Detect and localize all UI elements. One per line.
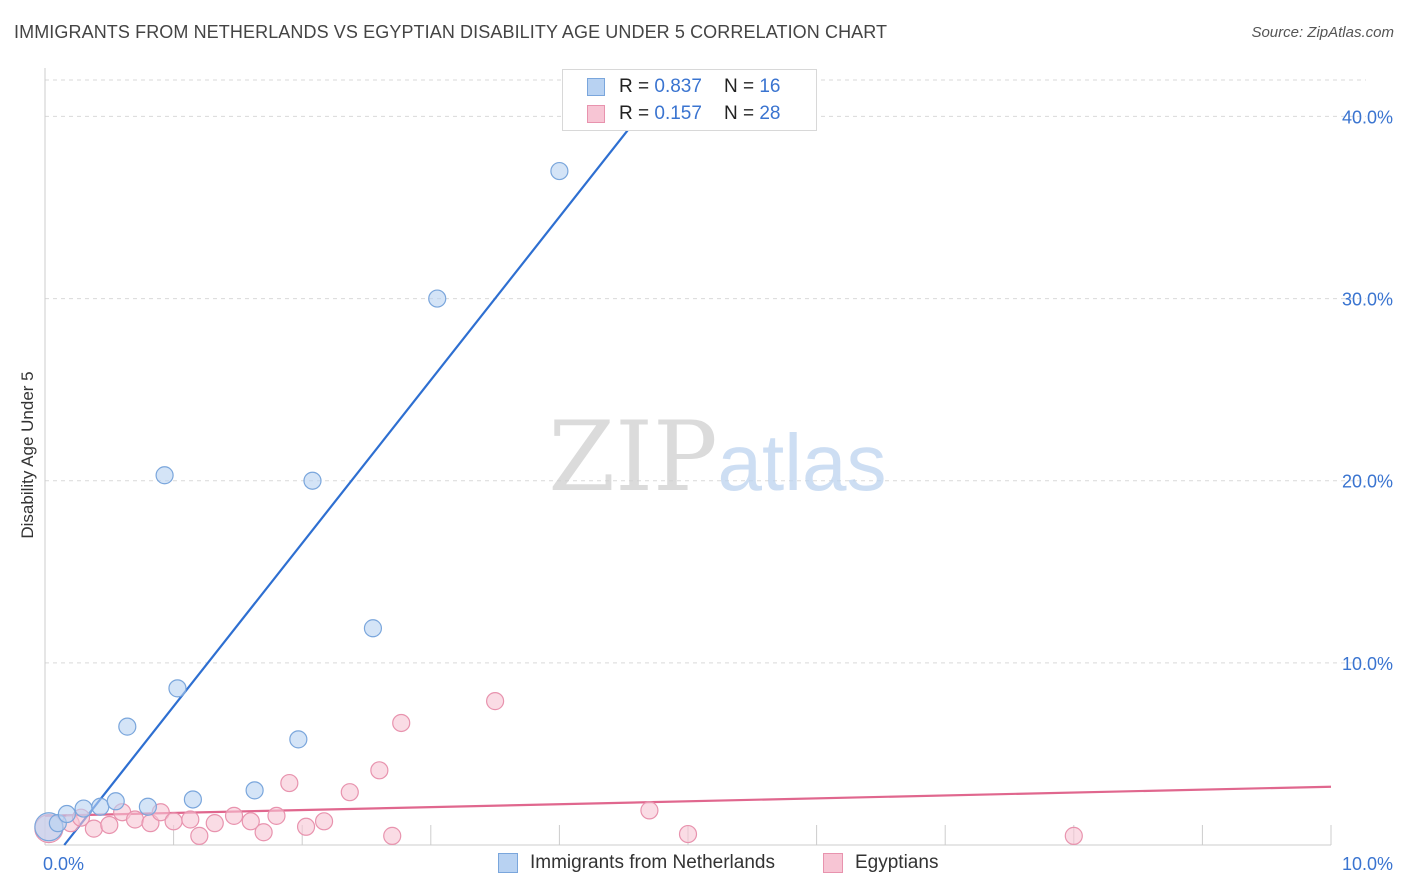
x-tick-label: 10.0% <box>1342 854 1393 874</box>
point-egyptians <box>370 761 389 780</box>
point-egyptians <box>392 713 411 733</box>
point-netherlands <box>245 781 264 800</box>
legend-r-label: R = <box>619 103 650 124</box>
y-tick-label: 40.0% <box>1342 107 1393 127</box>
legend-r-value: 0.157 <box>654 103 702 124</box>
trend-line-egyptians <box>44 785 1332 817</box>
point-netherlands <box>363 619 383 638</box>
point-netherlands <box>550 161 569 181</box>
y-tick-label: 30.0% <box>1342 290 1393 310</box>
point-egyptians <box>181 810 200 829</box>
point-netherlands <box>289 730 308 749</box>
source-label: Source: ZipAtlas.com <box>1251 24 1394 41</box>
legend-n-label: N = <box>723 76 755 97</box>
bottom-legend-swatch-pink <box>823 853 843 873</box>
point-egyptians <box>486 692 505 711</box>
correlation-legend: R = 0.837 N = 16 R = 0.157 N = 28 <box>562 69 817 131</box>
y-axis-title: Disability Age Under 5 <box>18 371 37 539</box>
point-egyptians <box>84 819 103 838</box>
gridlines <box>45 79 1366 664</box>
y-tick-label: 10.0% <box>1342 654 1393 674</box>
point-egyptians <box>640 801 659 820</box>
bottom-legend-label: Egyptians <box>855 852 939 873</box>
legend-swatch-blue <box>587 78 605 96</box>
point-netherlands <box>428 289 447 308</box>
chart-title: IMMIGRANTS FROM NETHERLANDS VS EGYPTIAN … <box>14 22 888 42</box>
point-netherlands <box>138 797 157 816</box>
point-netherlands <box>118 717 137 736</box>
bottom-legend-egyptians: Egyptians <box>823 852 938 874</box>
point-netherlands <box>57 804 76 824</box>
point-egyptians <box>205 814 224 833</box>
legend-r-value: 0.837 <box>654 76 702 97</box>
point-egyptians <box>383 826 402 845</box>
x-tick-label: 0.0% <box>43 854 84 874</box>
point-egyptians <box>224 806 244 825</box>
point-egyptians <box>164 812 183 831</box>
legend-row-netherlands: R = 0.837 N = 16 <box>587 76 780 98</box>
point-egyptians <box>254 823 273 842</box>
trend-line-netherlands <box>63 93 657 846</box>
legend-r-label: R = <box>619 76 650 97</box>
legend-n-label: N = <box>723 103 755 124</box>
watermark: ZIP atlas <box>548 401 886 513</box>
point-netherlands <box>91 797 110 816</box>
bottom-legend-netherlands: Immigrants from Netherlands <box>498 852 775 874</box>
watermark-zip: ZIP <box>548 401 717 513</box>
point-egyptians <box>125 810 145 829</box>
point-netherlands <box>106 792 125 811</box>
legend-n-value: 28 <box>759 103 781 124</box>
point-egyptians <box>340 783 359 802</box>
point-egyptians <box>678 824 698 844</box>
point-egyptians <box>1064 826 1083 845</box>
point-egyptians <box>190 826 209 845</box>
point-netherlands <box>74 799 93 818</box>
point-netherlands <box>303 471 322 490</box>
y-tick-label: 20.0% <box>1342 472 1393 492</box>
point-netherlands <box>183 790 202 809</box>
point-egyptians <box>267 806 286 825</box>
watermark-atlas: atlas <box>718 418 887 507</box>
point-egyptians <box>241 812 260 831</box>
data-points <box>34 161 1083 845</box>
point-egyptians <box>314 812 334 831</box>
legend-n-value: 16 <box>759 76 781 97</box>
point-netherlands <box>155 466 174 485</box>
point-egyptians <box>100 815 119 835</box>
point-netherlands <box>168 679 187 698</box>
trend-lines <box>44 93 1332 846</box>
point-egyptians <box>280 773 299 793</box>
legend-swatch-pink <box>587 105 605 123</box>
bottom-legend-swatch-blue <box>498 853 518 873</box>
legend-row-egyptians: R = 0.157 N = 28 <box>587 103 780 125</box>
bottom-legend-label: Immigrants from Netherlands <box>530 852 775 873</box>
point-egyptians <box>296 817 316 836</box>
tick-labels: 10.0% 20.0% 30.0% 40.0% 0.0% 10.0% <box>43 107 1393 874</box>
